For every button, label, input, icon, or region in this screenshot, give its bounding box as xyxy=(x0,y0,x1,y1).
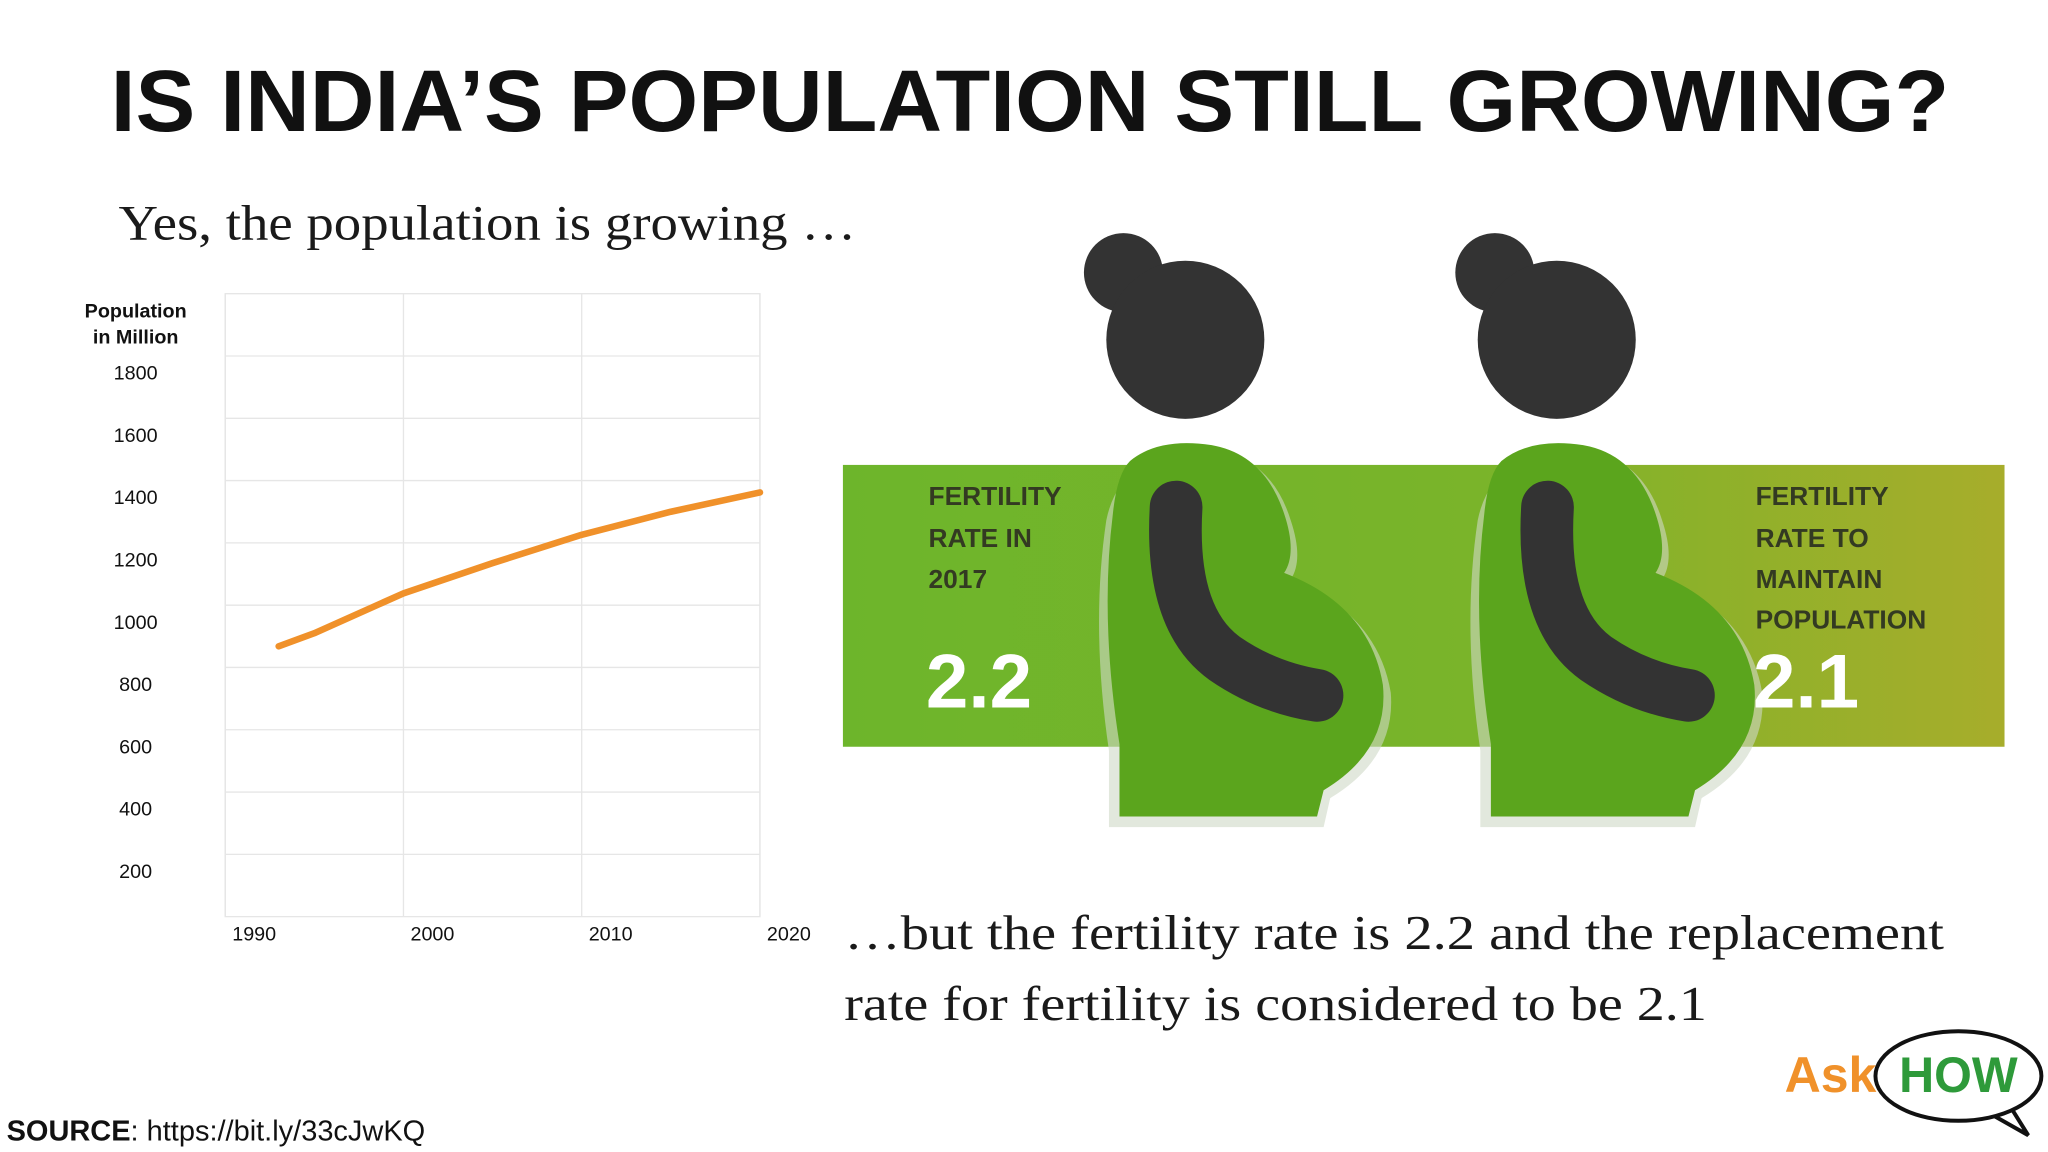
fertility-value: 2.2 xyxy=(926,640,1032,725)
y-axis-title: in Million xyxy=(93,327,179,349)
y-tick-label: 1600 xyxy=(114,425,158,447)
fertility-value: 2.1 xyxy=(1753,640,1859,725)
fertility-label: MAINTAIN xyxy=(1756,564,1883,594)
y-tick-label: 200 xyxy=(119,861,152,883)
source: SOURCE: https://bit.ly/33cJwKQ xyxy=(7,1115,426,1147)
line-series xyxy=(275,489,764,650)
y-axis-title: Population xyxy=(85,300,187,322)
band xyxy=(842,464,2005,747)
chart: Population in Million 200 400 600 800 1000 12… xyxy=(85,293,811,945)
woman-figure xyxy=(1083,233,1392,828)
fertility-label: POPULATION xyxy=(1756,605,1927,635)
y-tick-label: 1800 xyxy=(114,363,158,385)
y-tick-label: 400 xyxy=(119,799,152,821)
x-tick-label: 2000 xyxy=(410,923,454,945)
woman-figure xyxy=(1455,233,1763,828)
logo-how: HOW xyxy=(1899,1047,2018,1103)
fertility-label: 2017 xyxy=(929,564,988,594)
fertility-label: RATE TO xyxy=(1756,523,1869,553)
subtitle: Yes, the population is growing … xyxy=(119,194,857,250)
source-url: : https://bit.ly/33cJwKQ xyxy=(131,1115,426,1147)
y-tick-label: 600 xyxy=(119,736,152,758)
fertility-label: FERTILITY xyxy=(1756,481,1890,511)
y-tick-label: 800 xyxy=(119,674,152,696)
fertility-label: RATE IN xyxy=(929,523,1032,553)
logo-ask: Ask xyxy=(1785,1047,1877,1103)
x-tick-label: 1990 xyxy=(232,923,276,945)
source-label: SOURCE xyxy=(7,1115,131,1147)
caption: …but the fertility rate is 2.2 and the r… xyxy=(844,906,1944,960)
x-tick-label: 2020 xyxy=(767,923,811,945)
x-tick-label: 2010 xyxy=(589,923,633,945)
title: IS INDIA’S POPULATION STILL GROWING? xyxy=(111,53,1950,150)
y-tick-label: 1000 xyxy=(114,612,158,634)
logo: Ask HOW xyxy=(1785,1029,2044,1137)
fertility-graphic: FERTILITY RATE IN 2017 2.2 FERTILITY RAT… xyxy=(842,233,2005,828)
caption: rate for fertility is considered to be 2… xyxy=(844,977,1707,1031)
y-tick-label: 1400 xyxy=(114,487,158,509)
y-tick-label: 1200 xyxy=(114,550,158,572)
fertility-label: FERTILITY xyxy=(929,481,1063,511)
